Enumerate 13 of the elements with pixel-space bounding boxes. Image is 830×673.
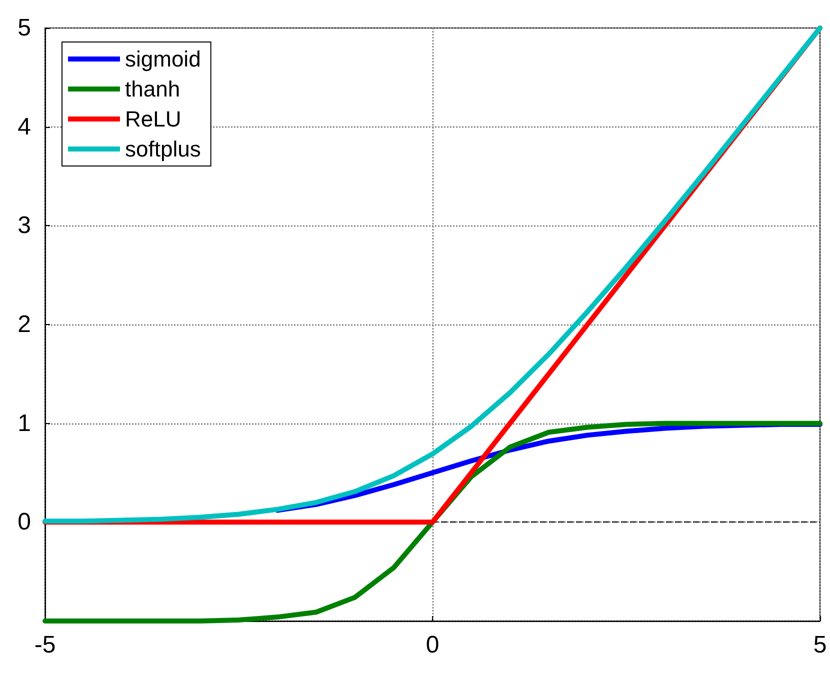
legend-label: sigmoid [125,46,201,72]
y-tick-label: 3 [18,212,31,240]
x-tick-label: 5 [813,632,827,658]
y-tick-label: 4 [18,113,31,140]
legend-label: thanh [125,76,180,102]
x-tick-label: -5 [34,632,56,658]
y-tick-label: 0 [18,508,31,536]
x-tick-label: 0 [426,632,440,658]
legend-label: ReLU [125,106,182,132]
legend-label: softplus [125,136,201,162]
y-tick-label: 5 [18,14,31,42]
y-tick-label: 1 [18,410,31,437]
y-tick-label: 2 [18,311,31,338]
